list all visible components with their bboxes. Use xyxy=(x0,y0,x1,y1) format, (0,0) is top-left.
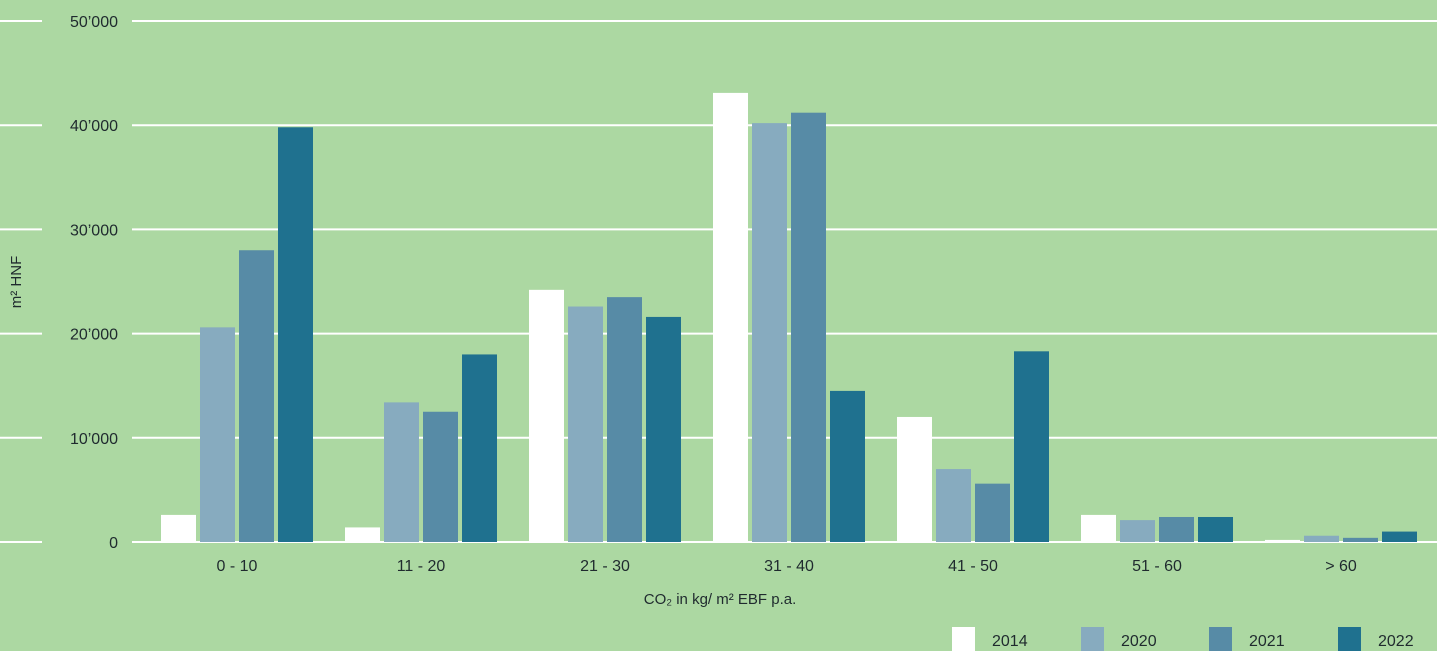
x-tick-label: 31 - 40 xyxy=(764,558,814,575)
bar-2014-3 xyxy=(713,92,748,542)
bar-2022-0 xyxy=(278,127,313,542)
bar-2021-0 xyxy=(239,250,274,543)
y-axis-tick-labels: 0 10’000 20’000 30’000 40’000 50’000 xyxy=(70,14,118,552)
bar-2021-6 xyxy=(1343,537,1378,542)
legend-swatch-2022 xyxy=(1338,627,1361,651)
x-tick-label: 21 - 30 xyxy=(580,558,630,575)
legend-label-2021: 2021 xyxy=(1249,633,1285,650)
x-axis-tick-labels: 0 - 10 11 - 20 21 - 30 31 - 40 41 - 50 51 - 6… xyxy=(217,558,1357,575)
bar-2021-2 xyxy=(607,297,642,542)
y-tick-label: 0 xyxy=(109,535,118,552)
y-tick-label: 40’000 xyxy=(70,118,118,135)
bar-2021-1 xyxy=(423,411,458,542)
bar-2014-6 xyxy=(1265,539,1300,542)
legend-swatch-2021 xyxy=(1209,627,1232,651)
x-tick-label: 51 - 60 xyxy=(1132,558,1182,575)
bar-2020-3 xyxy=(752,123,787,542)
x-tick-label: 11 - 20 xyxy=(397,558,446,575)
bar-2014-0 xyxy=(161,514,196,542)
legend-label-2020: 2020 xyxy=(1121,633,1157,650)
bar-2020-2 xyxy=(568,306,603,542)
legend-swatch-2020 xyxy=(1081,627,1104,651)
legend: 2014 2020 2021 2022 xyxy=(952,627,1414,651)
x-axis-title: CO₂ in kg/ m² EBF p.a. xyxy=(644,591,797,608)
legend-label-2022: 2022 xyxy=(1378,633,1414,650)
y-tick-label: 30’000 xyxy=(70,222,118,239)
bar-2022-1 xyxy=(462,354,497,542)
bar-2021-3 xyxy=(791,112,826,543)
x-tick-label: 41 - 50 xyxy=(948,558,998,575)
bar-2022-2 xyxy=(646,316,681,542)
y-tick-label: 10’000 xyxy=(70,431,118,448)
bar-2022-6 xyxy=(1382,531,1417,542)
bars xyxy=(161,92,1417,543)
legend-label-2014: 2014 xyxy=(992,633,1028,650)
x-tick-label: 0 - 10 xyxy=(217,558,258,575)
legend-swatch-2014 xyxy=(952,627,975,651)
bar-2022-3 xyxy=(830,390,865,542)
x-tick-label: > 60 xyxy=(1325,558,1357,575)
bar-2020-1 xyxy=(384,402,419,542)
bar-2020-6 xyxy=(1304,535,1339,542)
y-axis-title: m² HNF xyxy=(8,256,25,309)
bar-2022-5 xyxy=(1198,516,1233,542)
bar-2014-2 xyxy=(529,289,564,542)
bar-2014-1 xyxy=(345,527,380,542)
bar-2021-4 xyxy=(975,483,1010,542)
bar-2020-5 xyxy=(1120,520,1155,542)
bar-2014-4 xyxy=(897,416,932,542)
bar-2020-0 xyxy=(200,327,235,542)
bar-2020-4 xyxy=(936,469,971,542)
bar-2022-4 xyxy=(1014,351,1049,542)
y-tick-label: 50’000 xyxy=(70,14,118,31)
bar-2021-5 xyxy=(1159,516,1194,542)
bar-2014-5 xyxy=(1081,514,1116,542)
y-tick-label: 20’000 xyxy=(70,327,118,344)
